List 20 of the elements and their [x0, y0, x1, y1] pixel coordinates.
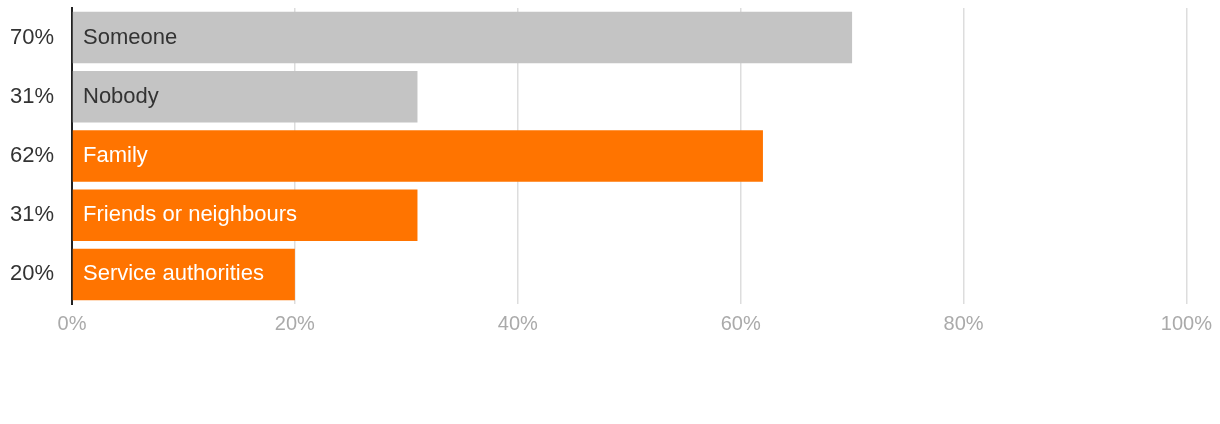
x-tick-label: 100% [1160, 311, 1213, 334]
data-label: 70% [9, 23, 54, 49]
bar [72, 11, 853, 64]
y-tick-label: Friends or neighbours [83, 201, 298, 227]
y-tick-label: Service authorities [83, 260, 264, 286]
data-label: 31% [9, 82, 54, 108]
bar [72, 189, 418, 241]
x-tick-label: 20% [274, 311, 316, 334]
x-tick-label: 60% [720, 311, 761, 334]
y-tick-label: Nobody [83, 82, 159, 108]
data-label: 31% [9, 201, 54, 227]
data-label: 20% [9, 260, 54, 286]
x-tick-label: 80% [943, 311, 984, 334]
data-label: 62% [9, 142, 54, 168]
x-tick-label: 40% [497, 311, 538, 334]
bar [72, 71, 418, 123]
y-tick-label: Family [83, 142, 148, 168]
y-tick-label: Someone [83, 23, 178, 49]
bar [72, 130, 763, 182]
x-tick-label: 0% [57, 311, 87, 334]
